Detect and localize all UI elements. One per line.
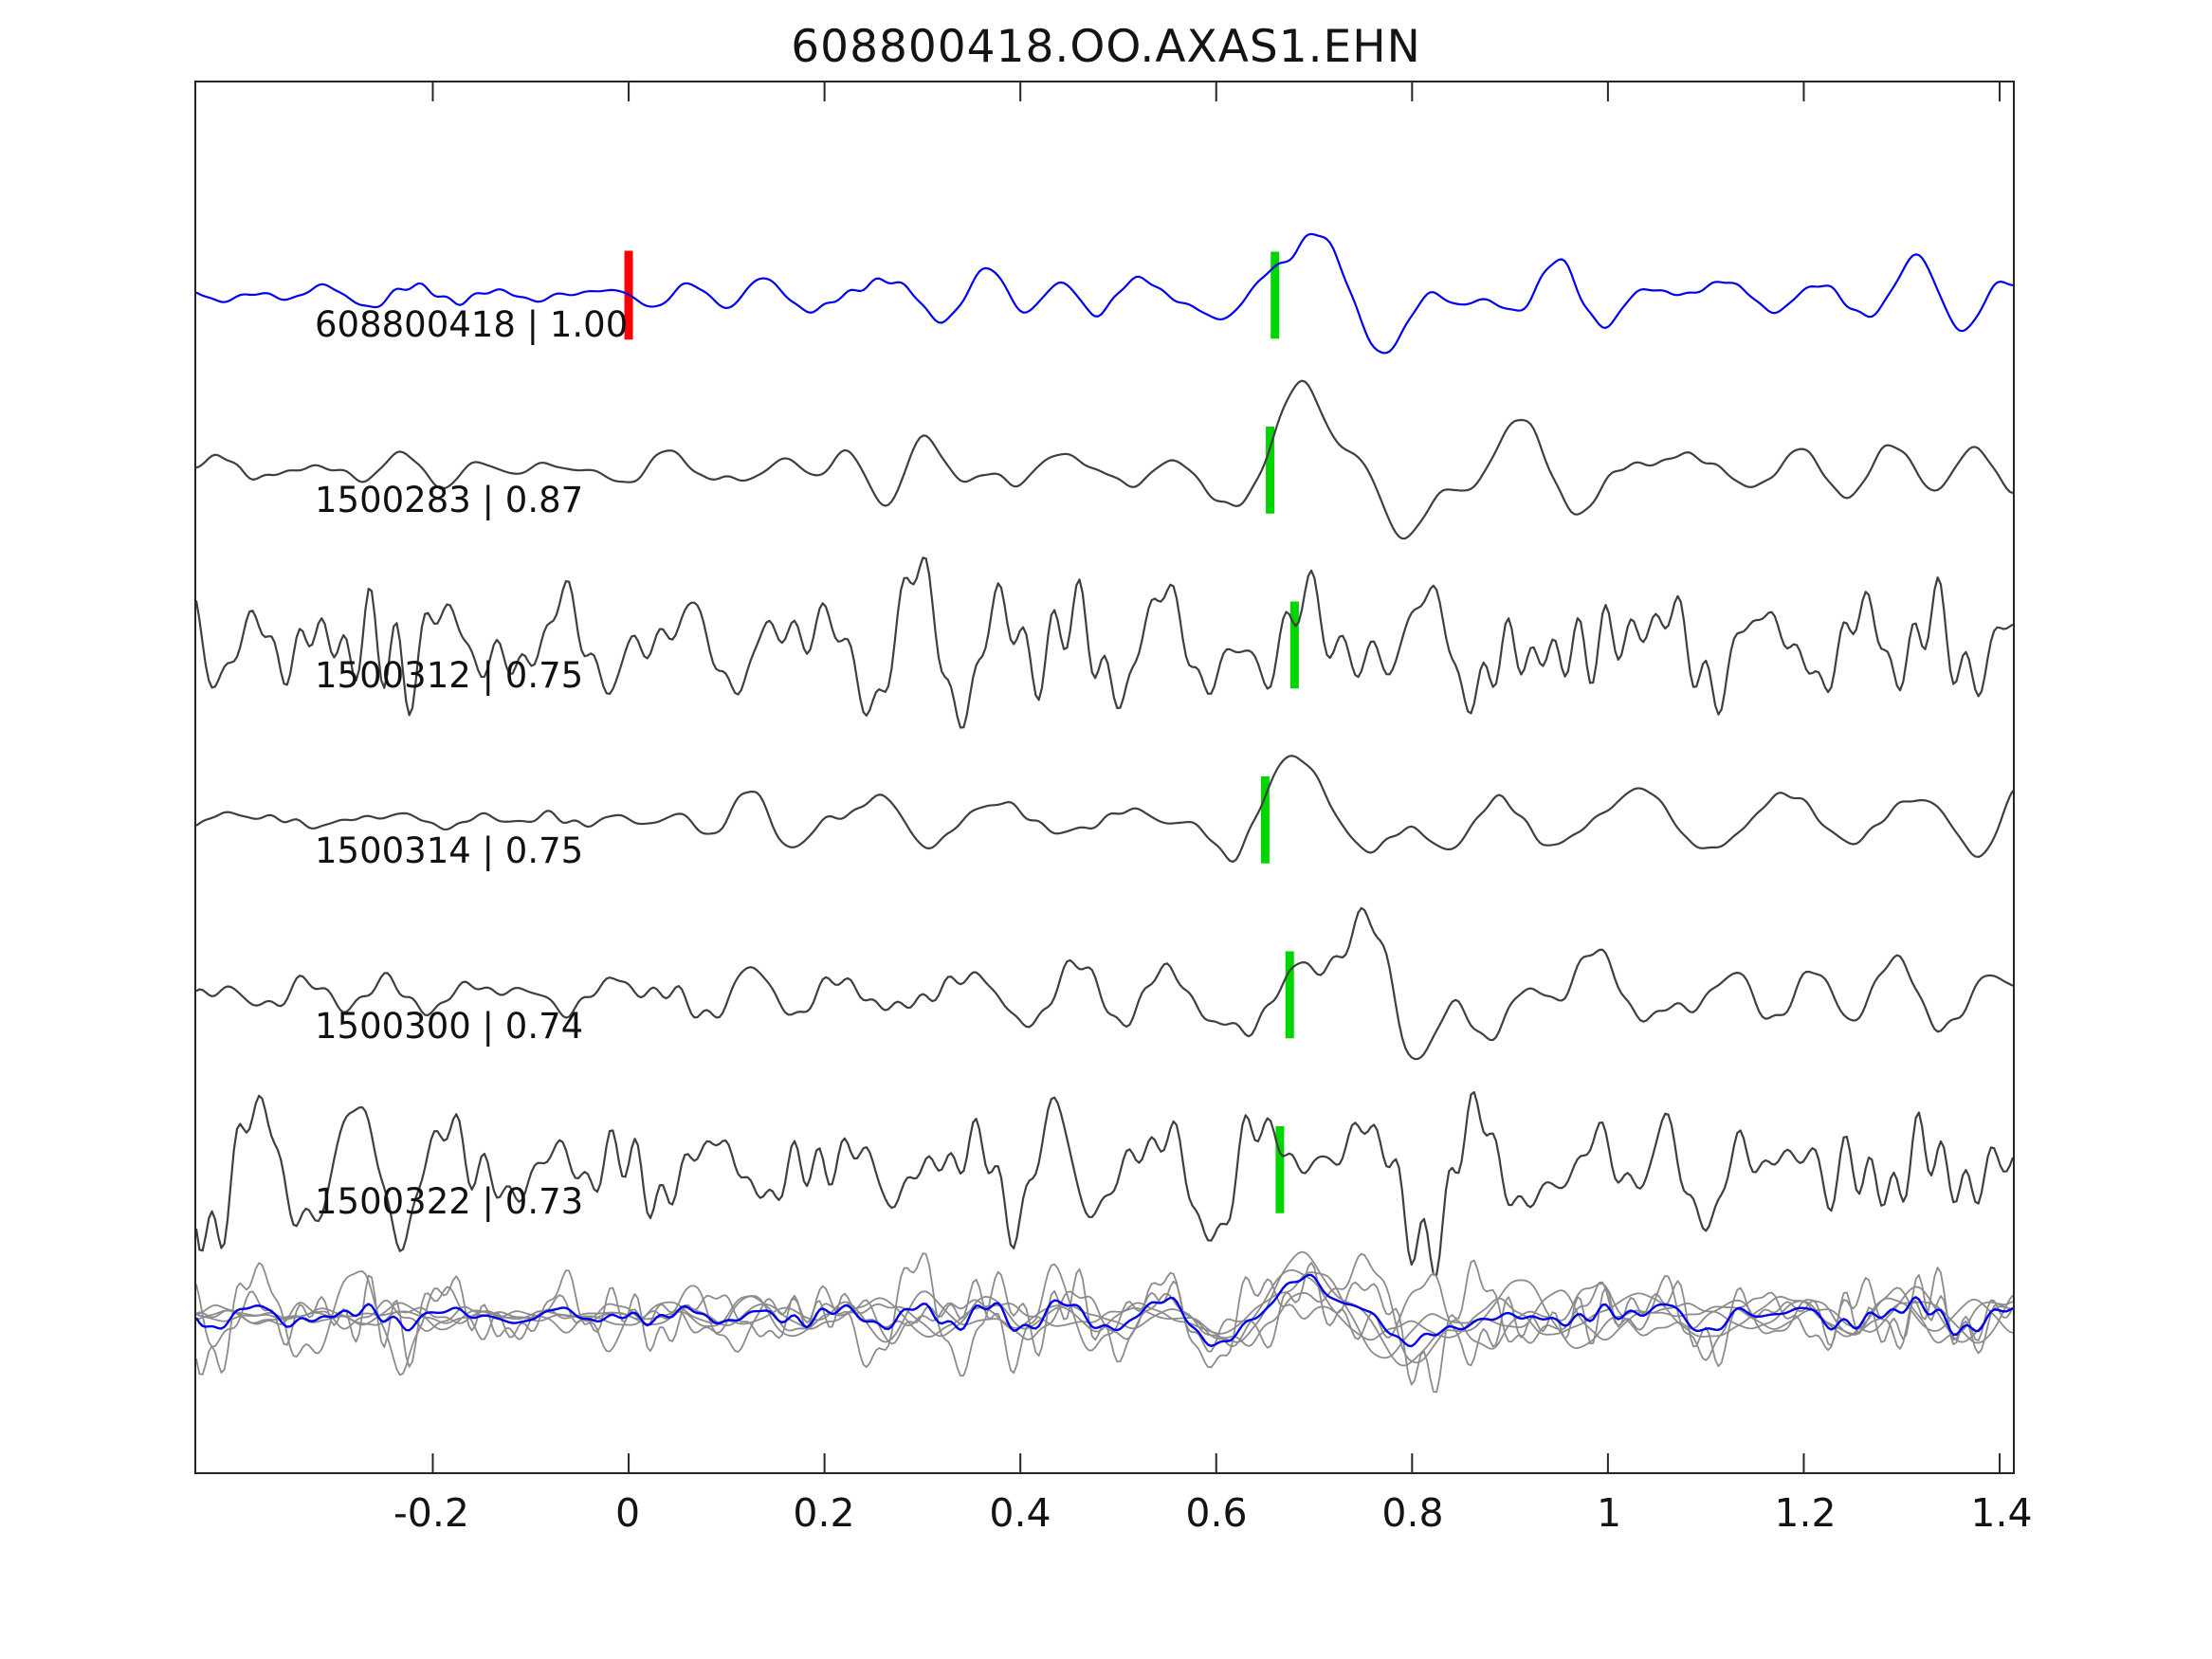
pick-marker-1500300 [1285,951,1294,1039]
chart-title: 608800418.OO.AXAS1.EHN [791,21,1421,73]
x-tick-label: -0.2 [393,1490,469,1536]
trace-waveform-608800418 [196,232,2013,355]
overlay-stacked-waveform [196,1273,2013,1348]
trace-waveform-1500314 [196,755,2013,864]
overlay-waveform-1500314 [196,1268,2013,1348]
trace-waveform-1500322 [196,1090,2013,1277]
pick-marker-1500283 [1266,427,1275,514]
waveform-canvas [196,82,2013,1472]
x-tick-label: 0.4 [989,1490,1051,1536]
trace-label-match-4: 1500300 | 0.74 [315,1006,584,1047]
trace-waveform-1500283 [196,379,2013,540]
trace-label-template: 608800418 | 1.00 [315,304,629,345]
overlay-waveform-608800418 [196,1271,2013,1359]
pick-marker-608800418 [1271,251,1280,339]
x-tick-label: 0.6 [1185,1490,1248,1536]
trace-label-match-3: 1500314 | 0.75 [315,830,584,871]
plot-area: 608800418 | 1.00 1500283 | 0.87 1500312 … [194,81,2015,1474]
trace-label-match-5: 1500322 | 0.73 [315,1181,584,1222]
trace-label-match-2: 1500312 | 0.75 [315,655,584,696]
pick-marker-1500322 [1275,1125,1285,1213]
pick-marker-1500312 [1289,601,1299,689]
overlay-waveform-1500322 [196,1259,2013,1394]
pick-marker-1500314 [1260,776,1270,864]
trace-waveform-1500312 [196,556,2013,729]
x-tick-label: 0.8 [1381,1490,1444,1536]
x-tick-label: 1.4 [1970,1490,2033,1536]
x-tick-label: 1 [1596,1490,1622,1536]
x-tick-label: 0 [614,1490,641,1536]
x-tick-label: 1.2 [1774,1490,1837,1536]
trace-label-match-1: 1500283 | 0.87 [315,480,584,520]
x-tick-label: 0.2 [793,1490,855,1536]
trace-waveform-1500300 [196,906,2013,1061]
